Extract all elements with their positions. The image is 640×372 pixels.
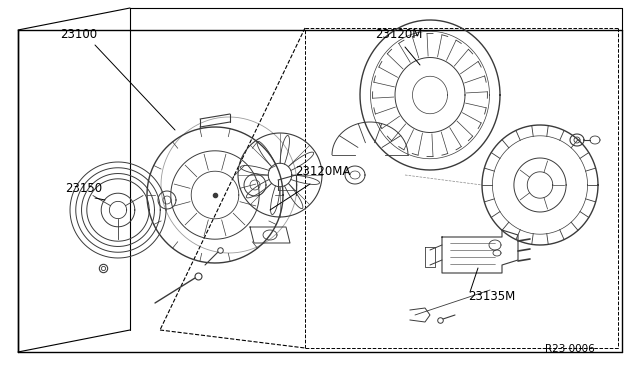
Text: 23100: 23100 — [60, 28, 97, 41]
Text: 23150: 23150 — [65, 182, 102, 195]
Text: 23120MA: 23120MA — [295, 165, 350, 178]
Text: 23135M: 23135M — [468, 290, 515, 303]
Text: 23120M: 23120M — [375, 28, 422, 41]
Text: R23 0006: R23 0006 — [545, 344, 595, 354]
